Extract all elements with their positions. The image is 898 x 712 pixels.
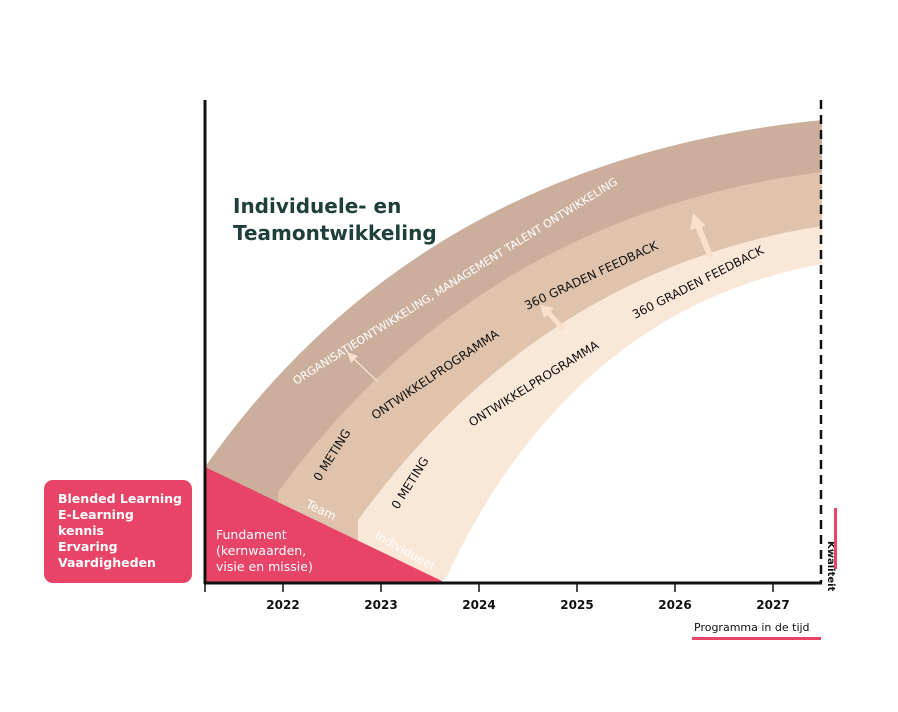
learning-method-item: E-Learning (58, 507, 134, 522)
year-label: 2027 (756, 598, 789, 612)
arrow-individual (690, 213, 714, 260)
year-labels: 2022 2023 2024 2025 2026 2027 (266, 598, 789, 612)
year-label: 2026 (658, 598, 691, 612)
arrow-outer (347, 352, 378, 382)
learning-method-item: Vaardigheden (58, 555, 156, 570)
learning-method-item: Blended Learning (58, 491, 182, 506)
fundament-label: Fundament (kernwaarden, visie en missie) (216, 527, 313, 574)
learning-method-item: kennis (58, 523, 104, 538)
diagram-title: Individuele- en Teamontwikkeling (233, 194, 437, 245)
learning-method-item: Ervaring (58, 539, 118, 554)
year-label: 2025 (560, 598, 593, 612)
year-label: 2024 (462, 598, 495, 612)
learning-methods-box: Blended Learning E-Learning kennis Ervar… (44, 480, 192, 583)
x-axis-label-underline (692, 637, 821, 640)
year-label: 2023 (364, 598, 397, 612)
inner-white-area (444, 264, 822, 582)
arrow-team (540, 305, 566, 332)
y-axis-label-bar (834, 508, 837, 569)
fundament-triangle (205, 467, 444, 582)
x-ticks (204, 583, 774, 592)
year-label: 2022 (266, 598, 299, 612)
x-axis-label: Programma in de tijd (694, 621, 810, 634)
